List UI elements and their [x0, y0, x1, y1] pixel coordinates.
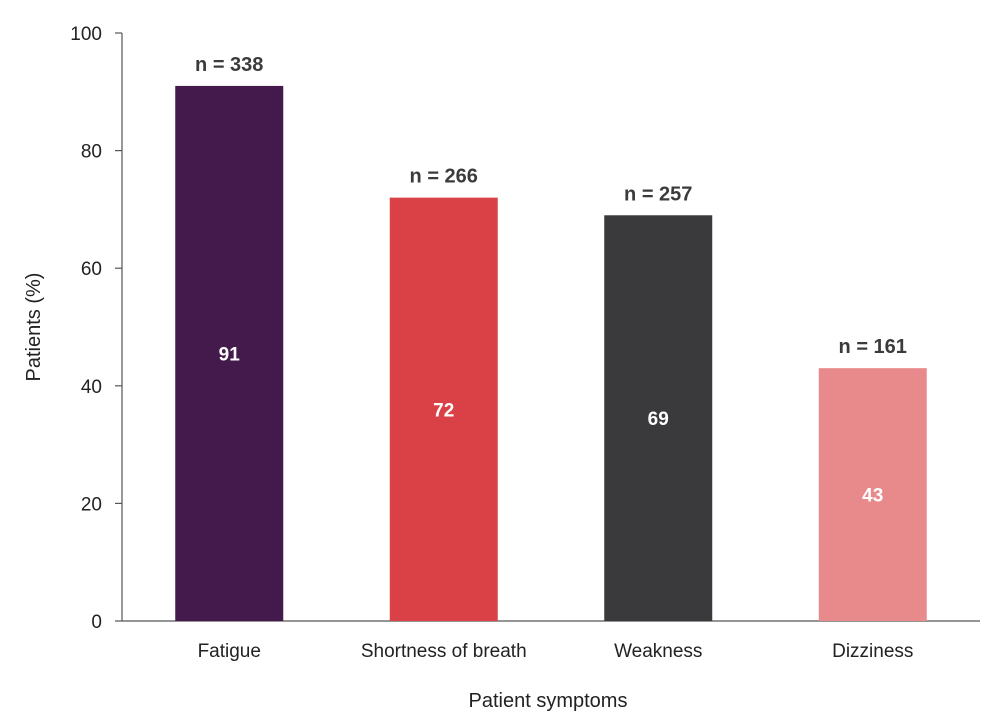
x-tick-label: Dizziness [832, 641, 913, 662]
y-tick-label: 80 [81, 142, 102, 163]
y-tick-label: 40 [81, 377, 102, 398]
bar-n-label: n = 161 [839, 336, 907, 358]
bar-n-label: n = 257 [624, 183, 692, 205]
x-axis-title: Patient symptoms [469, 690, 628, 712]
y-axis-title: Patients (%) [23, 273, 45, 382]
bar-weakness [604, 215, 713, 621]
y-axis: 0 20 40 60 80 100 [70, 24, 123, 633]
bar-value-label: 69 [648, 409, 669, 430]
y-tick-label: 20 [81, 494, 102, 515]
y-tick-label: 60 [81, 259, 102, 280]
x-tick-label: Weakness [614, 641, 702, 662]
x-tick-label: Shortness of breath [361, 641, 527, 662]
x-tick-label: Fatigue [198, 641, 261, 662]
bar-dizziness [818, 368, 927, 621]
x-axis: Fatigue Shortness of breath Weakness Dizzin… [122, 620, 980, 662]
bar-shortness-of-breath [389, 197, 498, 621]
y-tick-label: 0 [91, 612, 102, 633]
bar-value-label: 43 [862, 486, 883, 507]
bar-value-label: 72 [433, 400, 454, 421]
bar-fatigue [175, 85, 284, 622]
bar-n-label: n = 266 [410, 166, 478, 188]
bar-value-label: 91 [219, 344, 241, 365]
y-tick-label: 100 [70, 24, 102, 45]
bar-n-label: n = 338 [195, 54, 263, 76]
bars-group: n = 338 91 n = 266 72 n = 257 69 n = 161 43 [175, 54, 927, 622]
